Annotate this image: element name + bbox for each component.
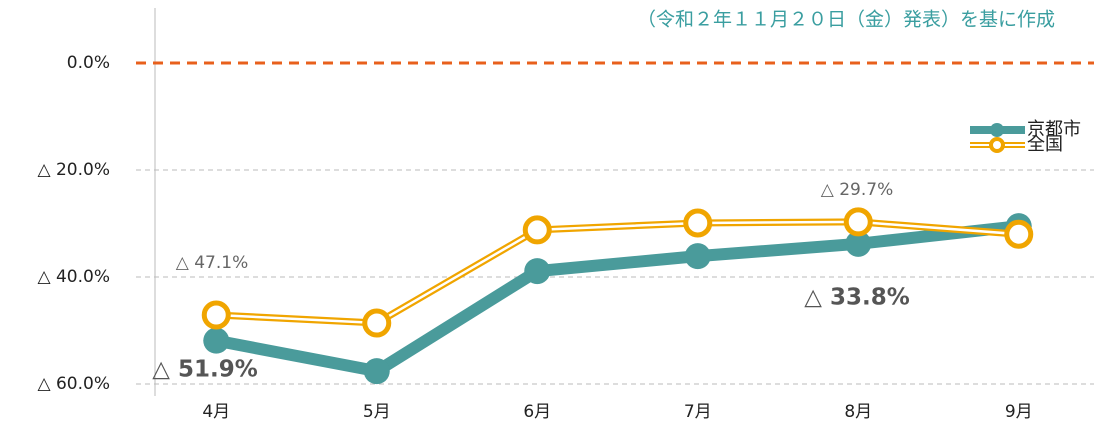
point: [684, 243, 711, 270]
legend-label: 全国: [1027, 134, 1063, 155]
point: [1004, 219, 1034, 249]
y-tick-label: △ 60.0%: [38, 374, 110, 394]
data-label: △ 33.8%: [804, 285, 910, 311]
point: [683, 208, 713, 238]
data-label: △ 29.7%: [821, 180, 893, 200]
point: [203, 327, 230, 354]
y-tick-label: 0.0%: [67, 53, 110, 73]
legend-label: 京都市: [1027, 119, 1081, 140]
series-line-inner: [216, 220, 1019, 325]
point: [845, 230, 872, 257]
y-tick-label: △ 20.0%: [38, 160, 110, 180]
point: [201, 300, 231, 330]
x-tick-label: 6月: [523, 402, 551, 422]
point: [362, 308, 392, 338]
y-tick-label: △ 40.0%: [38, 267, 110, 287]
x-tick-label: 8月: [844, 402, 872, 422]
x-tick-label: 9月: [1005, 402, 1033, 422]
x-tick-label: 4月: [202, 402, 230, 422]
chart-subtitle: （令和２年１１月２０日（金）発表）を基に作成: [637, 9, 1055, 31]
series-line: [215, 220, 1020, 378]
data-label: △ 51.9%: [152, 357, 258, 383]
x-tick-label: 5月: [363, 402, 391, 422]
data-label: △ 47.1%: [176, 253, 248, 273]
point: [524, 258, 551, 285]
point: [363, 358, 390, 385]
legend-marker: [990, 123, 1004, 137]
x-tick-label: 7月: [684, 402, 712, 422]
point: [843, 207, 873, 237]
point: [522, 215, 552, 245]
legend-marker: [989, 137, 1005, 153]
